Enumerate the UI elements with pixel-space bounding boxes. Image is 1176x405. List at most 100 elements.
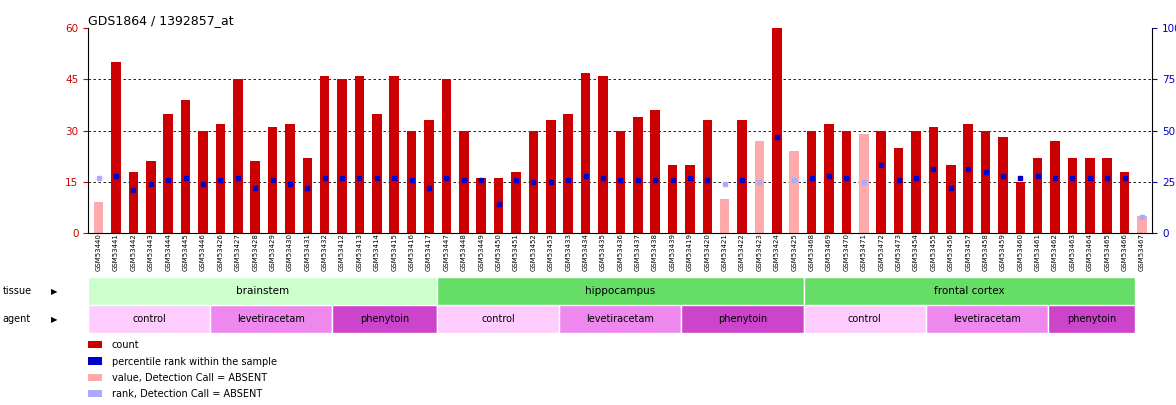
- Text: GSM53425: GSM53425: [791, 233, 797, 271]
- Text: frontal cortex: frontal cortex: [934, 286, 1004, 296]
- Text: GSM53422: GSM53422: [739, 233, 746, 271]
- Bar: [355, 76, 365, 233]
- Bar: [372, 113, 382, 233]
- Bar: [88, 277, 437, 305]
- Text: phenytoin: phenytoin: [717, 314, 767, 324]
- Bar: [650, 110, 660, 233]
- Bar: [285, 124, 295, 233]
- Bar: [981, 130, 990, 233]
- Text: GSM53419: GSM53419: [687, 233, 693, 271]
- Text: GSM53458: GSM53458: [982, 233, 989, 271]
- Bar: [338, 79, 347, 233]
- Bar: [1137, 216, 1147, 233]
- Text: GSM53436: GSM53436: [617, 233, 623, 271]
- Bar: [803, 277, 1135, 305]
- Bar: [437, 305, 560, 333]
- Bar: [233, 79, 242, 233]
- Bar: [755, 141, 764, 233]
- Bar: [599, 76, 608, 233]
- Text: GSM53446: GSM53446: [200, 233, 206, 271]
- Bar: [737, 120, 747, 233]
- Text: GSM53465: GSM53465: [1104, 233, 1110, 271]
- Text: GSM53447: GSM53447: [443, 233, 449, 271]
- Bar: [163, 113, 173, 233]
- Text: GSM53424: GSM53424: [774, 233, 780, 271]
- Text: agent: agent: [2, 314, 31, 324]
- Text: GSM53439: GSM53439: [669, 233, 675, 271]
- Bar: [437, 277, 803, 305]
- Text: phenytoin: phenytoin: [1067, 314, 1116, 324]
- Bar: [407, 130, 416, 233]
- Text: GSM53428: GSM53428: [252, 233, 259, 271]
- Text: GSM53445: GSM53445: [182, 233, 188, 271]
- Text: phenytoin: phenytoin: [360, 314, 409, 324]
- Text: control: control: [133, 314, 166, 324]
- Text: hippocampus: hippocampus: [586, 286, 655, 296]
- Text: GSM53459: GSM53459: [1000, 233, 1005, 271]
- Text: count: count: [112, 341, 139, 350]
- Bar: [702, 120, 713, 233]
- Bar: [686, 165, 695, 233]
- Text: GSM53463: GSM53463: [1069, 233, 1076, 271]
- Bar: [389, 76, 399, 233]
- Text: GSM53470: GSM53470: [843, 233, 849, 271]
- Bar: [333, 305, 437, 333]
- Text: GSM53467: GSM53467: [1140, 233, 1145, 271]
- Text: GSM53468: GSM53468: [809, 233, 815, 271]
- Text: GSM53462: GSM53462: [1053, 233, 1058, 271]
- Text: rank, Detection Call = ABSENT: rank, Detection Call = ABSENT: [112, 389, 262, 399]
- Bar: [633, 117, 642, 233]
- Text: GSM53453: GSM53453: [548, 233, 554, 271]
- Bar: [563, 113, 573, 233]
- Text: GSM53417: GSM53417: [426, 233, 432, 271]
- Text: GSM53442: GSM53442: [131, 233, 136, 271]
- Text: GSM53456: GSM53456: [948, 233, 954, 271]
- Text: GSM53421: GSM53421: [722, 233, 728, 271]
- Text: GSM53438: GSM53438: [653, 233, 659, 271]
- Bar: [268, 127, 278, 233]
- Text: GSM53461: GSM53461: [1035, 233, 1041, 271]
- Bar: [94, 202, 103, 233]
- Text: GSM53420: GSM53420: [704, 233, 710, 271]
- Bar: [459, 130, 468, 233]
- Bar: [88, 305, 211, 333]
- Text: GSM53429: GSM53429: [269, 233, 275, 271]
- Bar: [824, 124, 834, 233]
- Text: GDS1864 / 1392857_at: GDS1864 / 1392857_at: [88, 14, 234, 27]
- Bar: [1033, 158, 1042, 233]
- Text: value, Detection Call = ABSENT: value, Detection Call = ABSENT: [112, 373, 267, 383]
- Bar: [1085, 158, 1095, 233]
- Text: GSM53427: GSM53427: [235, 233, 241, 271]
- Bar: [807, 130, 816, 233]
- Bar: [442, 79, 452, 233]
- Bar: [681, 305, 803, 333]
- Text: GSM53449: GSM53449: [479, 233, 485, 271]
- Text: GSM53444: GSM53444: [165, 233, 172, 271]
- Text: GSM53454: GSM53454: [913, 233, 918, 271]
- Bar: [112, 62, 121, 233]
- Bar: [773, 15, 782, 233]
- Bar: [911, 130, 921, 233]
- Text: GSM53455: GSM53455: [930, 233, 936, 271]
- Text: GSM53472: GSM53472: [878, 233, 884, 271]
- Bar: [425, 120, 434, 233]
- Text: GSM53416: GSM53416: [408, 233, 415, 271]
- Text: GSM53440: GSM53440: [95, 233, 101, 271]
- Bar: [215, 124, 225, 233]
- Text: ▶: ▶: [51, 315, 58, 324]
- Text: GSM53464: GSM53464: [1087, 233, 1093, 271]
- Text: GSM53469: GSM53469: [826, 233, 833, 271]
- Bar: [842, 130, 851, 233]
- Text: GSM53412: GSM53412: [339, 233, 345, 271]
- Bar: [1120, 172, 1129, 233]
- Text: GSM53431: GSM53431: [305, 233, 310, 271]
- Bar: [512, 172, 521, 233]
- Bar: [963, 124, 973, 233]
- Text: levetiracetam: levetiracetam: [587, 314, 654, 324]
- Text: tissue: tissue: [2, 286, 32, 296]
- Bar: [546, 120, 555, 233]
- Text: GSM53430: GSM53430: [287, 233, 293, 271]
- Text: GSM53433: GSM53433: [566, 233, 572, 271]
- Bar: [581, 72, 590, 233]
- Bar: [803, 305, 926, 333]
